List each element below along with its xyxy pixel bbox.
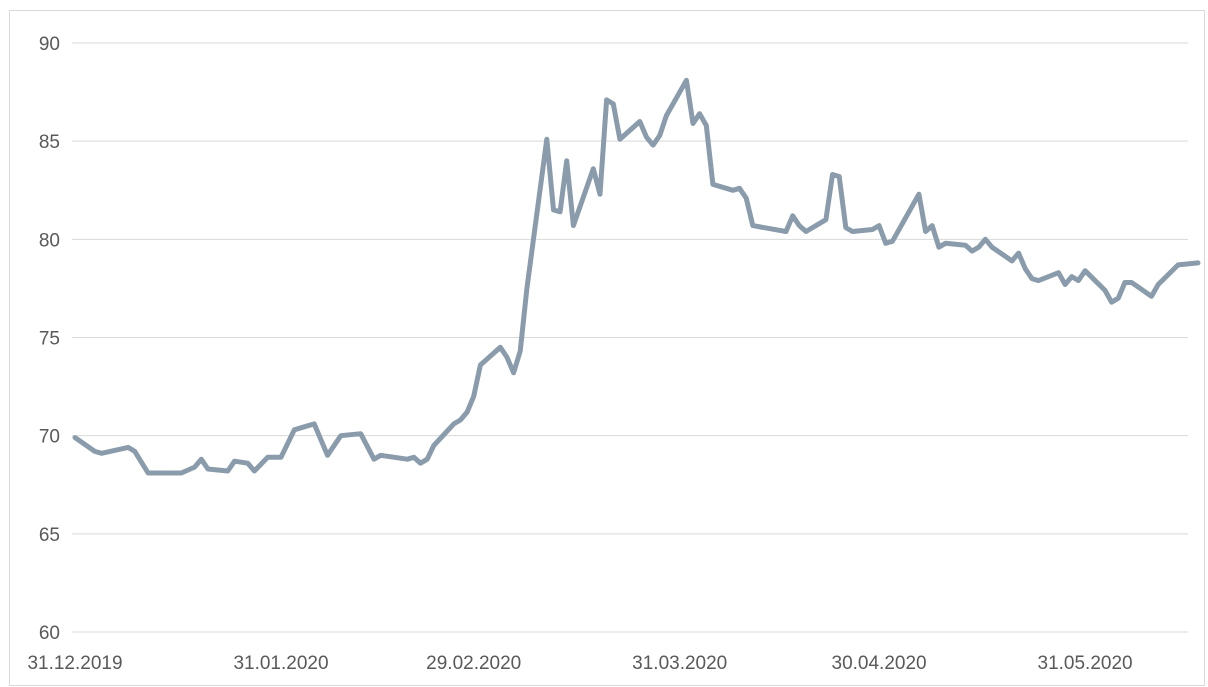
x-tick-label: 31.03.2020 [632, 653, 727, 674]
x-tick-label: 29.02.2020 [426, 653, 521, 674]
x-tick-label: 31.12.2019 [27, 653, 122, 674]
x-tick-label: 31.01.2020 [233, 653, 328, 674]
series-group [72, 77, 1201, 476]
x-tick-label: 30.04.2020 [832, 653, 927, 674]
x-axis-labels: 31.12.2019 31.01.2020 29.02.2020 31.03.2020… [27, 653, 1132, 674]
series-line-0 [72, 77, 1201, 476]
y-tick-label: 65 [39, 525, 60, 546]
gridlines [72, 42, 1188, 633]
y-tick-label: 90 [39, 34, 60, 55]
y-tick-label: 70 [39, 427, 60, 448]
y-tick-label: 85 [39, 132, 60, 153]
y-tick-label: 75 [39, 329, 60, 350]
x-tick-label: 31.05.2020 [1038, 653, 1133, 674]
y-axis-labels: 60 65 70 75 80 85 90 [39, 34, 60, 644]
y-tick-label: 60 [39, 623, 60, 644]
y-tick-label: 80 [39, 230, 60, 251]
